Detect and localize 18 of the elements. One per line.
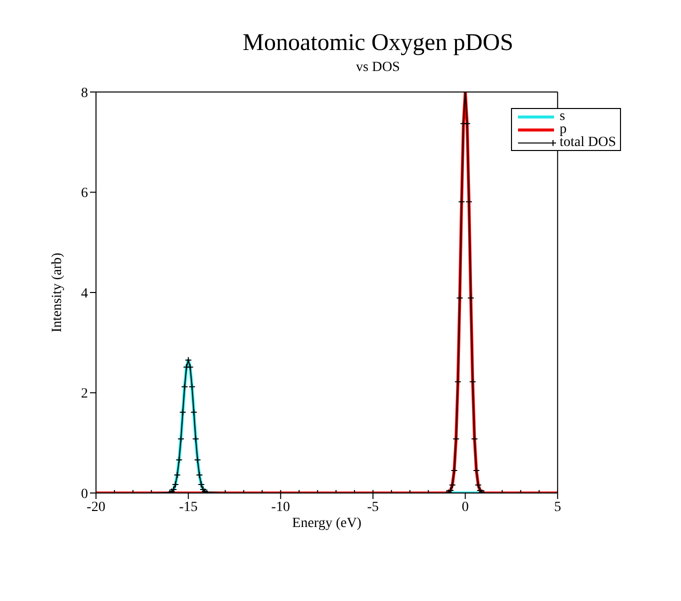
x-tick-label: 5	[554, 500, 562, 515]
x-axis-title: Energy (eV)	[292, 516, 362, 531]
chart-title: Monoatomic Oxygen pDOS	[242, 30, 514, 57]
x-tick-label: -5	[367, 500, 379, 515]
y-tick-label: 6	[81, 186, 88, 202]
x-tick-label: 0	[462, 500, 469, 515]
legend-label: s	[560, 109, 566, 124]
x-tick-label: -15	[178, 500, 198, 515]
y-tick-label: 4	[81, 286, 88, 302]
legend-label: p	[560, 122, 567, 137]
x-tick-label: -20	[86, 500, 106, 515]
y-tick-label: 8	[81, 86, 88, 101]
y-tick-label: 0	[81, 486, 88, 502]
legend-label: total DOS	[560, 135, 616, 150]
x-tick-label: -10	[271, 500, 290, 515]
chart-subtitle: vs DOS	[355, 60, 401, 77]
y-axis-title: Intensity (arb)	[50, 252, 65, 332]
y-tick-label: 2	[81, 386, 88, 402]
